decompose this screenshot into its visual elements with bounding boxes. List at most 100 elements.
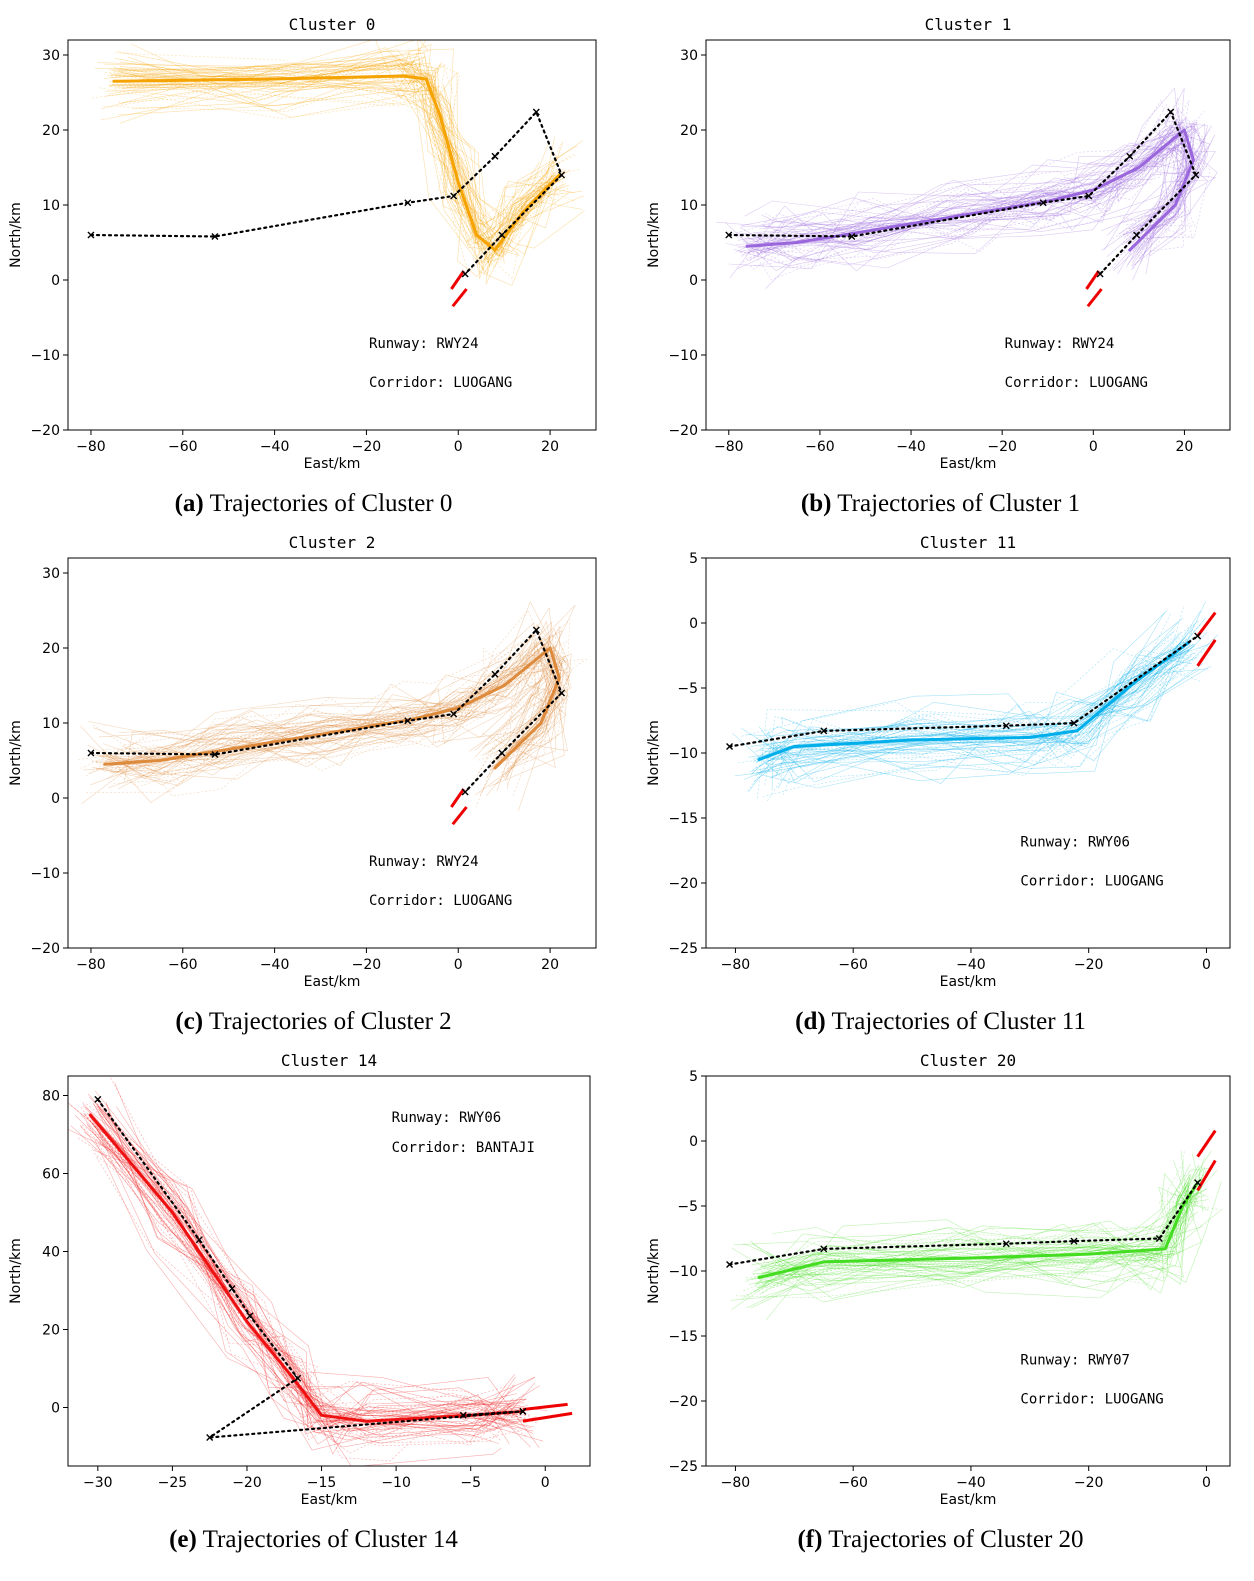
trajectory-line [80, 604, 576, 812]
caption-label: (f) [797, 1526, 823, 1553]
waypoint-marker [1002, 1240, 1010, 1248]
trajectory-line [751, 136, 1200, 253]
waypoint-marker [404, 717, 412, 725]
waypoint-marker [532, 108, 540, 116]
trajectory-line [118, 56, 575, 279]
corridor-annotation: Corridor: LUOGANG [1005, 375, 1148, 391]
trajectory-line [765, 100, 1200, 243]
waypoint-marker [1085, 192, 1093, 200]
waypoint-marker [1192, 171, 1200, 179]
route-line [89, 627, 563, 794]
main-trajectory [757, 641, 1191, 761]
y-axis-label: North/km [8, 720, 24, 786]
trajectory-line [767, 621, 1179, 769]
y-tick-label: −5 [677, 681, 698, 697]
trajectory-line [757, 1184, 1189, 1288]
trajectory-line [124, 681, 556, 782]
x-tick-label: 0 [1202, 957, 1211, 973]
trajectory-line [755, 1157, 1205, 1294]
trajectory-line [109, 73, 550, 251]
runway-line [1196, 611, 1217, 637]
trajectory-line [132, 55, 583, 245]
trajectory-line [123, 62, 571, 269]
x-tick-label: −40 [260, 957, 290, 973]
x-tick-label: −20 [987, 439, 1017, 455]
trajectory-line [758, 610, 1201, 778]
trajectory-line [759, 1178, 1203, 1282]
trajectory-line [738, 118, 1188, 252]
trajectory-line [114, 1082, 536, 1432]
trajectory-line [762, 121, 1198, 275]
x-tick-label: −60 [168, 439, 198, 455]
trajectory-line [80, 1114, 535, 1428]
runway-line [1085, 270, 1101, 290]
trajectory-line [781, 634, 1219, 784]
trajectory-line [117, 653, 566, 776]
trajectory-bundle [91, 40, 585, 286]
y-tick-label: 0 [689, 273, 698, 289]
trajectory-line [87, 1112, 521, 1426]
trajectory-line [756, 1174, 1190, 1269]
trajectory-line [761, 126, 1179, 240]
trajectory-line [80, 642, 588, 780]
trajectory-line [752, 1190, 1193, 1280]
x-tick-label: −40 [260, 439, 290, 455]
y-tick-label: −20 [30, 423, 60, 439]
trajectory-line [97, 58, 570, 275]
y-tick-label: 0 [51, 1401, 60, 1417]
main-trajectory [103, 646, 561, 770]
runway-line [1196, 1129, 1217, 1158]
plot-area [78, 601, 588, 826]
chart-title: Cluster 0 [289, 15, 376, 34]
waypoint-marker [94, 1095, 102, 1103]
trajectory-line [120, 645, 569, 775]
trajectory-line [755, 1188, 1194, 1285]
plot-area [716, 87, 1218, 308]
trajectory-line [80, 1107, 527, 1431]
trajectory-line [118, 69, 570, 248]
y-tick-label: −20 [668, 423, 698, 439]
trajectory-line [109, 648, 553, 796]
trajectory-line [737, 147, 1186, 247]
chart-d: −80 −60 −40 −20 0 −25 −20 −15 −10 −5 0 5 Cluster 11 E… [646, 533, 1231, 990]
trajectory-line [91, 654, 571, 788]
route-line [727, 109, 1198, 276]
y-tick-label: 5 [689, 1069, 698, 1085]
caption-label: (c) [175, 1008, 204, 1035]
y-axis-label: North/km [646, 202, 662, 268]
trajectory-line [772, 1225, 1204, 1299]
y-tick-label: −25 [668, 941, 698, 957]
trajectory-line [741, 1186, 1208, 1300]
main-trajectory [88, 1113, 525, 1423]
trajectory-line [742, 118, 1187, 264]
trajectory-line [769, 653, 1183, 779]
trajectory-line [756, 649, 1189, 763]
caption-label: (e) [169, 1526, 197, 1553]
trajectory-line [760, 118, 1211, 239]
trajectory-line [129, 54, 557, 230]
trajectory-line [79, 1125, 514, 1427]
trajectory-line [755, 641, 1216, 775]
trajectory-line [759, 1192, 1202, 1270]
trajectory-line [112, 647, 569, 766]
waypoint-marker [848, 233, 856, 240]
runway-line [1196, 639, 1217, 667]
trajectory-line [747, 136, 1192, 251]
x-tick-label: −40 [896, 439, 926, 455]
waypoint-marker [294, 1374, 302, 1382]
trajectory-line [763, 1176, 1201, 1287]
caption-text: Trajectories of Cluster 1 [837, 490, 1081, 517]
waypoint-marker [404, 199, 412, 207]
trajectory-bundle [68, 1076, 548, 1466]
waypoint-marker [459, 1411, 467, 1419]
trajectory-line [765, 656, 1184, 774]
trajectory-line [122, 63, 562, 268]
trajectory-line [746, 1165, 1182, 1283]
trajectory-line [70, 1105, 524, 1443]
trajectory-line [755, 647, 1192, 769]
caption-text: Trajectories of Cluster 20 [828, 1526, 1084, 1553]
y-tick-label: −10 [30, 866, 60, 882]
trajectory-line [127, 663, 563, 774]
trajectory-line [94, 1096, 515, 1436]
